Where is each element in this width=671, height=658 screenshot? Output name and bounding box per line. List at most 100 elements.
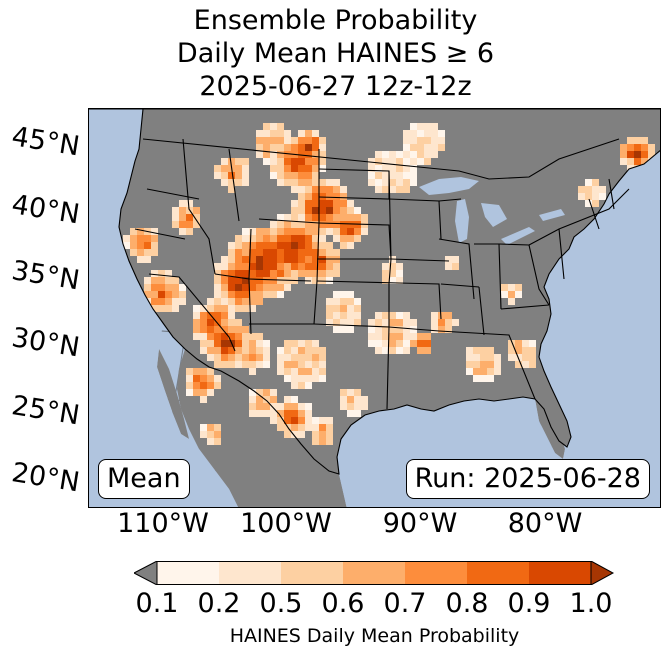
probability-cell <box>417 347 424 354</box>
probability-cell <box>179 200 186 207</box>
probability-cell <box>284 270 291 277</box>
probability-cell <box>186 221 193 228</box>
probability-cell <box>298 144 305 151</box>
probability-cell <box>403 186 410 193</box>
probability-cell <box>130 235 137 242</box>
probability-cell <box>263 130 270 137</box>
probability-cell <box>319 368 326 375</box>
probability-cell <box>207 333 214 340</box>
probability-cell <box>284 158 291 165</box>
probability-cell <box>305 347 312 354</box>
probability-cell <box>207 382 214 389</box>
probability-cell <box>277 263 284 270</box>
probability-cell <box>368 165 375 172</box>
probability-cell <box>277 361 284 368</box>
probability-cell <box>193 368 200 375</box>
lat-label-40: 40°N <box>9 189 82 231</box>
probability-cell <box>242 354 249 361</box>
probability-cell <box>319 228 326 235</box>
lon-label-80: 80°W <box>507 508 583 539</box>
probability-cell <box>270 284 277 291</box>
colorbar-segment <box>343 561 405 585</box>
probability-cell <box>249 368 256 375</box>
probability-cell <box>151 291 158 298</box>
probability-cell <box>291 179 298 186</box>
probability-cell <box>424 340 431 347</box>
probability-cell <box>389 326 396 333</box>
probability-cell <box>326 186 333 193</box>
probability-cell <box>228 256 235 263</box>
probability-cell <box>235 319 242 326</box>
probability-cell <box>354 298 361 305</box>
probability-cell <box>284 361 291 368</box>
probability-cell <box>508 354 515 361</box>
probability-cell <box>396 312 403 319</box>
probability-cell <box>235 277 242 284</box>
probability-cell <box>172 298 179 305</box>
probability-cell <box>256 228 263 235</box>
probability-cell <box>431 326 438 333</box>
probability-cell <box>249 361 256 368</box>
probability-cell <box>305 340 312 347</box>
probability-cell <box>186 368 193 375</box>
colorbar-segment <box>467 561 529 585</box>
probability-cell <box>298 382 305 389</box>
probability-cell <box>214 438 221 445</box>
probability-cell <box>305 172 312 179</box>
probability-cell <box>333 214 340 221</box>
probability-cell <box>249 410 256 417</box>
probability-cell <box>221 263 228 270</box>
probability-cell <box>403 158 410 165</box>
probability-cell <box>270 249 277 256</box>
probability-cell <box>277 284 284 291</box>
probability-cell <box>235 333 242 340</box>
probability-cell <box>522 354 529 361</box>
probability-cell <box>424 144 431 151</box>
probability-cell <box>235 242 242 249</box>
probability-cell <box>242 249 249 256</box>
probability-cell <box>263 361 270 368</box>
probability-cell <box>375 179 382 186</box>
probability-cell <box>249 228 256 235</box>
probability-cell <box>284 165 291 172</box>
probability-cell <box>340 186 347 193</box>
probability-cell <box>284 403 291 410</box>
probability-cell <box>298 193 305 200</box>
probability-cell <box>326 193 333 200</box>
probability-cell <box>396 263 403 270</box>
probability-cell <box>284 172 291 179</box>
probability-cell <box>396 347 403 354</box>
probability-cell <box>319 221 326 228</box>
probability-cell <box>410 172 417 179</box>
probability-cell <box>326 249 333 256</box>
coastline <box>89 109 660 475</box>
probability-cell <box>480 347 487 354</box>
probability-cell <box>305 228 312 235</box>
probability-cell <box>144 256 151 263</box>
conus-land <box>89 109 660 474</box>
probability-cell <box>221 256 228 263</box>
colorbar-tick: 0.8 <box>445 588 489 619</box>
probability-cell <box>298 354 305 361</box>
probability-cell <box>312 340 319 347</box>
probability-cell <box>319 165 326 172</box>
probability-cell <box>270 151 277 158</box>
probability-cell <box>403 165 410 172</box>
probability-cell <box>207 431 214 438</box>
probability-cell <box>249 235 256 242</box>
probability-cell <box>648 144 655 151</box>
probability-cell <box>403 312 410 319</box>
probability-cell <box>438 312 445 319</box>
probability-cell <box>165 277 172 284</box>
probability-cell <box>277 165 284 172</box>
probability-cell <box>305 361 312 368</box>
probability-cell <box>214 347 221 354</box>
colorbar <box>134 561 615 585</box>
probability-cell <box>382 158 389 165</box>
probability-cell <box>319 277 326 284</box>
state-border <box>313 149 320 325</box>
state-border <box>134 228 186 240</box>
probability-cell <box>263 263 270 270</box>
probability-cell <box>256 284 263 291</box>
probability-cell <box>452 263 459 270</box>
